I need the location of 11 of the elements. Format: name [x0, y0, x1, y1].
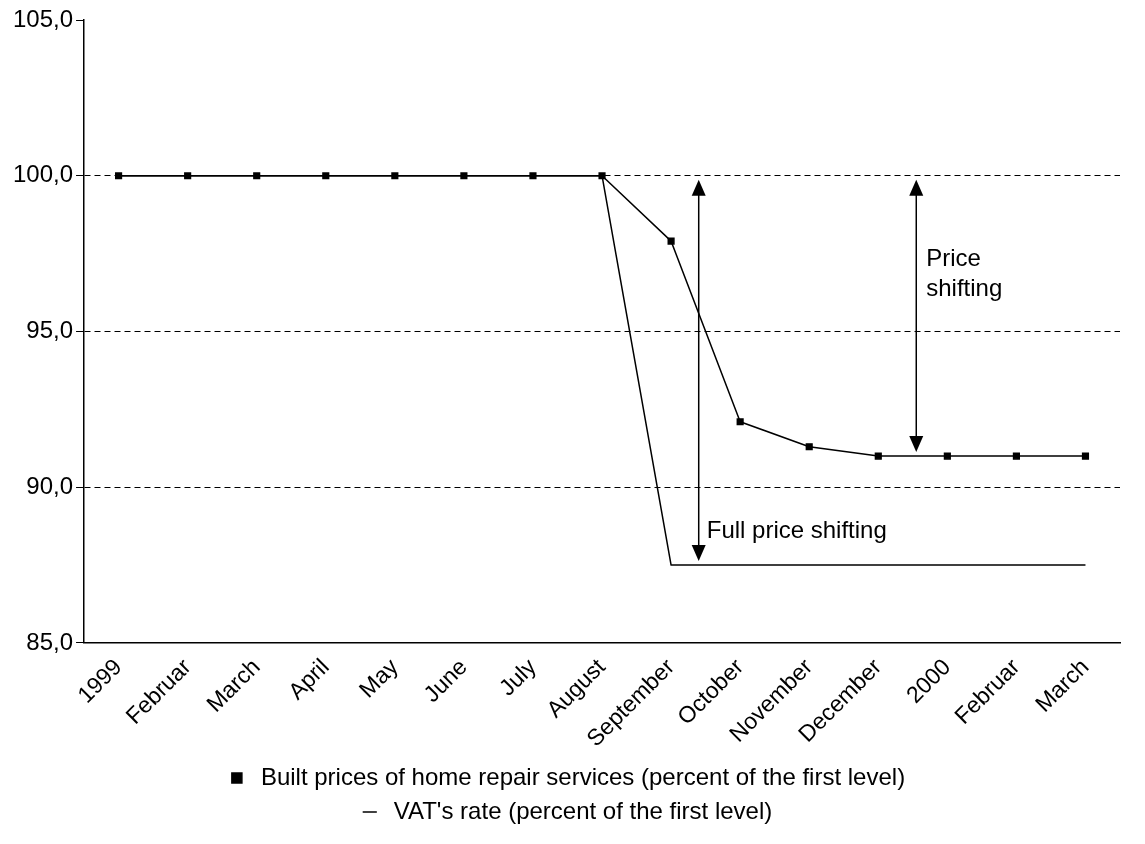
y-tick-label: 95,0	[26, 316, 74, 344]
legend-label: Built prices of home repair services (percent of the first level)	[260, 762, 906, 790]
y-tick-label: 100,0	[13, 160, 74, 188]
x-tick-label: July	[493, 652, 542, 701]
legend-label: VAT's rate (percent of the first level)	[393, 796, 773, 824]
annotation: Full price shifting	[706, 515, 887, 543]
x-tick-label: May	[353, 652, 404, 703]
annotation: Price shifting	[926, 244, 1003, 302]
y-tick-label: 90,0	[26, 471, 74, 499]
y-tick-label: 105,0	[13, 4, 74, 32]
y-tick-label: 85,0	[26, 627, 74, 655]
